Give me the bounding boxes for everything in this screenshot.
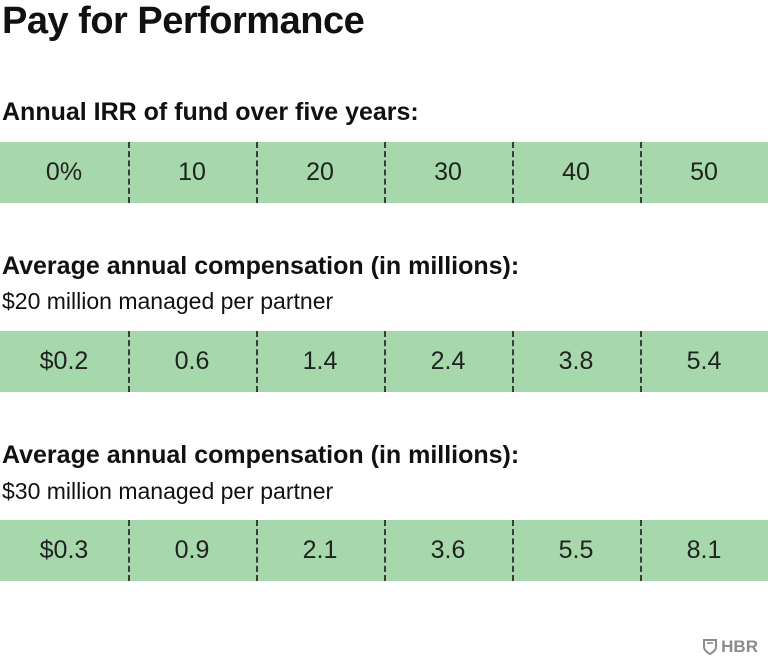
compensation-20m-heading: Average annual compensation (in millions… — [2, 252, 520, 280]
brand-label: HBR — [721, 637, 758, 656]
compensation-20m-band: $0.2 0.6 1.4 2.4 3.8 5.4 — [0, 331, 768, 392]
irr-value-cell: 40 — [512, 142, 640, 203]
compensation-30m-value-cell: 0.9 — [128, 520, 256, 581]
compensation-20m-value-cell: 1.4 — [256, 331, 384, 392]
compensation-20m-subheading: $20 million managed per partner — [2, 288, 334, 314]
compensation-20m-value-cell: $0.2 — [39, 347, 89, 375]
compensation-30m-subheading: $30 million managed per partner — [2, 478, 334, 504]
chart-title: Pay for Performance — [2, 0, 365, 42]
compensation-30m-value-cell: 5.5 — [512, 520, 640, 581]
irr-value-cell: 50 — [640, 142, 768, 203]
compensation-20m-value-cell: 3.8 — [512, 331, 640, 392]
compensation-20m-value-cell: 2.4 — [384, 331, 512, 392]
irr-value-cell: 0% — [45, 158, 83, 186]
irr-band: 0% 10 20 30 40 50 — [0, 142, 768, 203]
compensation-30m-value-cell: 2.1 — [256, 520, 384, 581]
compensation-20m-value-cell: 0.6 — [128, 331, 256, 392]
shield-icon — [703, 639, 718, 655]
irr-value-cell: 30 — [384, 142, 512, 203]
irr-value-cell: 10 — [128, 142, 256, 203]
irr-value-cell: 20 — [256, 142, 384, 203]
irr-heading: Annual IRR of fund over five years: — [2, 98, 419, 126]
compensation-20m-value-cell: 5.4 — [640, 331, 768, 392]
compensation-30m-heading: Average annual compensation (in millions… — [2, 441, 520, 469]
compensation-30m-value-cell: 8.1 — [640, 520, 768, 581]
compensation-30m-value-cell: $0.3 — [39, 536, 89, 564]
compensation-30m-value-cell: 3.6 — [384, 520, 512, 581]
hbr-logo: HBR — [703, 637, 758, 657]
compensation-30m-band: $0.3 0.9 2.1 3.6 5.5 8.1 — [0, 520, 768, 581]
